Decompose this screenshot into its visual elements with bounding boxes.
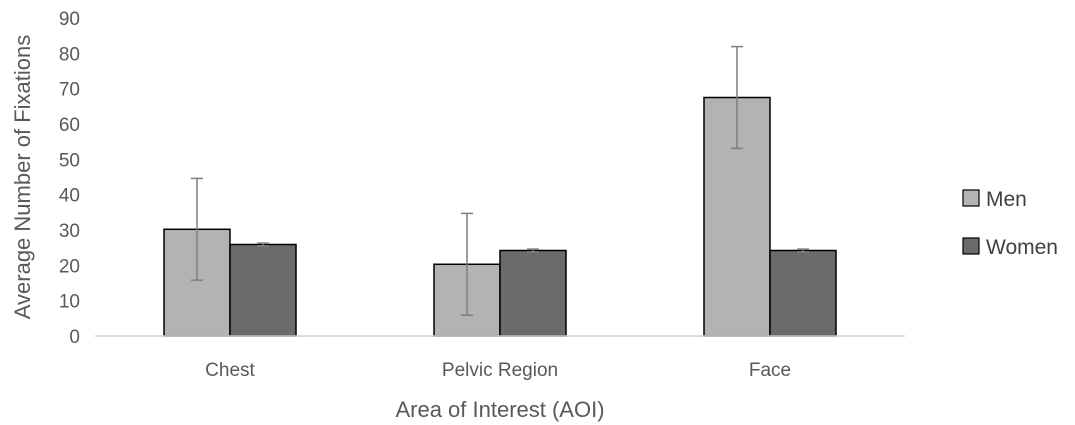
y-tick-label: 70 (59, 80, 80, 101)
bars (163, 96, 837, 337)
bar-women-2 (769, 249, 837, 337)
x-tick-label: Pelvic Region (442, 360, 558, 381)
bar-women-1 (499, 249, 567, 337)
y-tick-label: 60 (59, 115, 80, 136)
legend-swatch-women (962, 237, 980, 255)
y-tick-label: 90 (59, 9, 80, 30)
error-bar-women-2 (797, 248, 809, 253)
y-tick-label: 80 (59, 44, 80, 65)
error-bar-women-0 (257, 242, 269, 247)
legend-label-women: Women (986, 236, 1058, 259)
y-tick-label: 40 (59, 186, 80, 207)
x-axis-ticks: Chest Pelvic Region Face (205, 360, 791, 381)
y-tick-label: 30 (59, 221, 80, 242)
y-tick-label: 0 (69, 327, 80, 348)
error-bars (191, 45, 809, 316)
y-tick-label: 10 (59, 292, 80, 313)
error-bar-women-1 (527, 248, 539, 253)
error-bar-men-1 (461, 212, 473, 316)
x-axis-title: Area of Interest (AOI) (395, 397, 604, 422)
legend-label-men: Men (986, 188, 1027, 211)
legend-swatch-men (962, 189, 980, 207)
y-axis-ticks: 0 10 20 30 40 50 60 70 80 90 (59, 9, 80, 348)
y-tick-label: 20 (59, 256, 80, 277)
y-tick-label: 50 (59, 150, 80, 171)
error-bar-men-2 (731, 45, 743, 150)
x-tick-label: Chest (205, 360, 255, 381)
x-tick-label: Face (749, 360, 791, 381)
y-axis-title: Average Number of Fixations (10, 35, 35, 320)
legend: Men Women (962, 188, 1058, 259)
bar-women-0 (229, 243, 297, 337)
error-bar-men-0 (191, 177, 203, 281)
